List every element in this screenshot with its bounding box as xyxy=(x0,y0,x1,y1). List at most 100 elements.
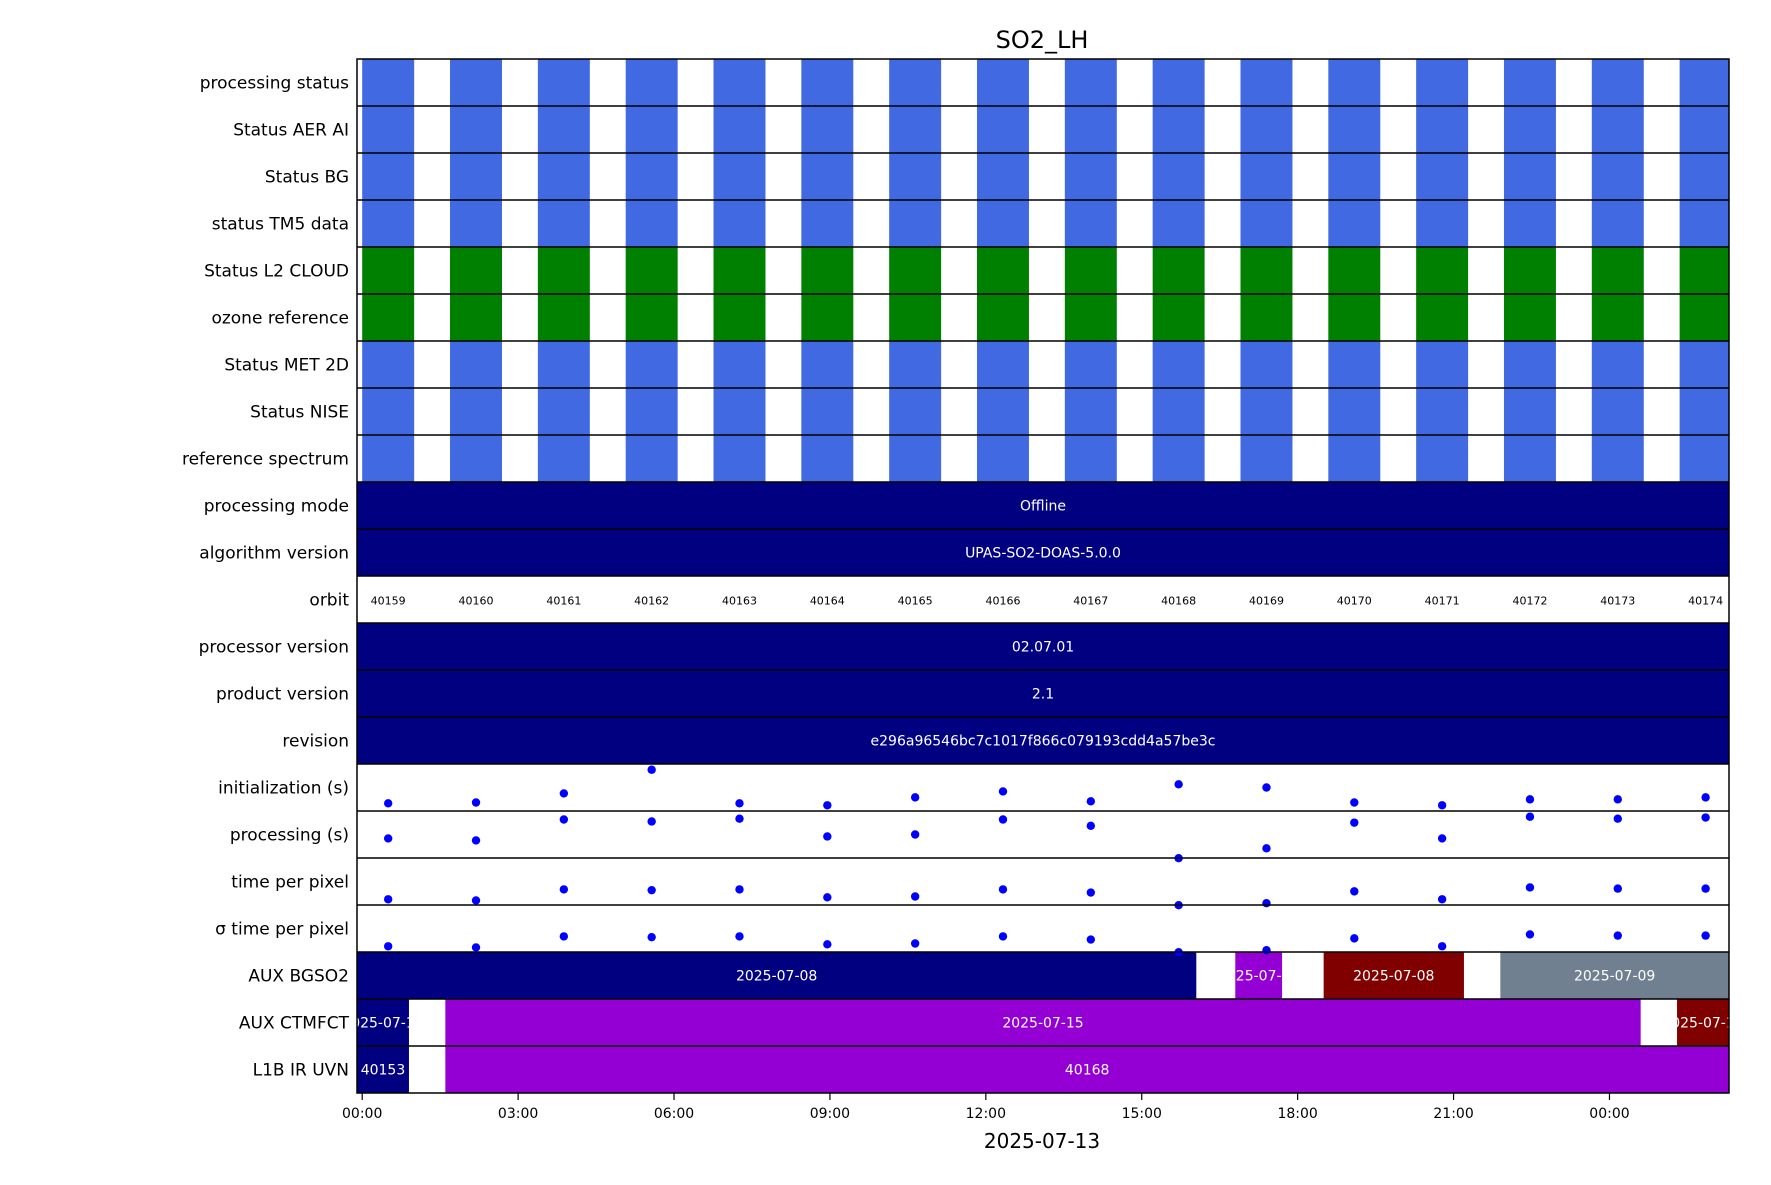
data-point xyxy=(1437,895,1447,904)
span-bar xyxy=(1500,952,1729,999)
row-label: time per pixel xyxy=(231,873,349,893)
orbit-status-bar xyxy=(801,341,854,388)
orbit-status-bar xyxy=(537,435,590,482)
span-label: 2025-07-08 xyxy=(1353,969,1434,985)
data-point xyxy=(1350,934,1359,943)
orbit-status-bar xyxy=(1416,341,1469,388)
orbit-status-bar xyxy=(537,153,590,200)
row-label: Status NISE xyxy=(250,403,349,423)
x-tick-label: 00:00 xyxy=(1589,1106,1629,1122)
orbit-status-bar xyxy=(1328,106,1381,153)
orbit-number: 40163 xyxy=(722,595,757,608)
orbit-status-bar xyxy=(1503,247,1556,294)
span-label: UPAS-SO2-DOAS-5.0.0 xyxy=(965,546,1121,562)
orbit-status-bar xyxy=(1503,435,1556,482)
row-label: revision xyxy=(282,732,349,752)
span-bar xyxy=(357,1046,409,1093)
data-point xyxy=(1350,798,1359,807)
orbit-status-bar xyxy=(1591,153,1644,200)
orbit-status-bar xyxy=(625,435,678,482)
data-point xyxy=(471,896,481,905)
data-point xyxy=(1350,887,1359,896)
orbit-status-bar xyxy=(1240,200,1293,247)
orbit-status-bar xyxy=(889,106,942,153)
data-point xyxy=(1701,884,1710,893)
data-point xyxy=(1086,797,1096,806)
span-label: e296a96546bc7c1017f866c079193cdd4a57be3c xyxy=(871,734,1216,750)
orbit-status-bar xyxy=(713,341,766,388)
orbit-status-bar xyxy=(1591,247,1644,294)
orbit-status-bar xyxy=(713,106,766,153)
orbit-status-bar xyxy=(1328,294,1381,341)
orbit-status-bar xyxy=(976,106,1029,153)
data-point xyxy=(910,830,920,839)
x-tick-label: 15:00 xyxy=(1122,1106,1162,1122)
orbit-status-bar xyxy=(1416,435,1469,482)
data-point xyxy=(735,932,744,941)
row-label: L1B IR UVN xyxy=(253,1061,349,1081)
orbit-status-bar xyxy=(1503,59,1556,106)
data-point xyxy=(998,885,1008,894)
orbit-status-bar xyxy=(801,388,854,435)
orbit-status-bar xyxy=(1328,59,1381,106)
data-point xyxy=(559,885,569,894)
orbit-status-bar xyxy=(1240,106,1293,153)
row-label: processor version xyxy=(199,638,349,658)
chart-title: SO2_LH xyxy=(996,26,1089,54)
data-point xyxy=(1086,935,1096,944)
data-point xyxy=(1525,883,1535,892)
orbit-status-bar xyxy=(450,247,502,294)
orbit-status-bar xyxy=(801,200,854,247)
orbit-status-bar xyxy=(1679,388,1729,435)
orbit-status-bar xyxy=(1328,247,1381,294)
data-point xyxy=(1701,793,1710,802)
x-tick-label: 12:00 xyxy=(966,1106,1006,1122)
orbit-status-bar xyxy=(1240,59,1293,106)
orbit-status-bar xyxy=(450,153,502,200)
orbit-status-bar xyxy=(1064,59,1117,106)
orbit-status-bar xyxy=(889,200,942,247)
orbit-number: 40172 xyxy=(1512,595,1547,608)
orbit-number: 40171 xyxy=(1425,595,1460,608)
row-label: reference spectrum xyxy=(182,450,349,470)
data-point xyxy=(998,787,1008,796)
orbit-status-bar xyxy=(1679,294,1729,341)
row-label: Status AER AI xyxy=(233,121,349,141)
orbit-status-bar xyxy=(713,153,766,200)
data-point xyxy=(1262,844,1271,853)
orbit-status-bar xyxy=(1064,106,1117,153)
span-bar xyxy=(445,999,1641,1046)
data-point xyxy=(471,798,481,807)
orbit-status-bar xyxy=(450,106,502,153)
orbit-status-bar xyxy=(1328,435,1381,482)
row-label: product version xyxy=(216,685,349,705)
orbit-status-bar xyxy=(976,435,1029,482)
span-bar xyxy=(357,952,1197,999)
orbit-status-bar xyxy=(1591,341,1644,388)
span-label: 40153 xyxy=(361,1063,406,1079)
data-point xyxy=(559,932,569,941)
orbit-number: 40167 xyxy=(1073,595,1108,608)
orbit-status-bar xyxy=(1416,388,1469,435)
x-axis-label: 2025-07-13 xyxy=(984,1129,1100,1153)
orbit-status-bar xyxy=(537,294,590,341)
orbit-status-bar xyxy=(801,106,854,153)
orbit-number: 40164 xyxy=(810,595,845,608)
orbit-status-bar xyxy=(537,200,590,247)
row-label: processing mode xyxy=(204,497,349,517)
orbit-status-bar xyxy=(801,153,854,200)
span-label: 2025-07-09 xyxy=(1574,969,1655,985)
orbit-status-bar xyxy=(450,341,502,388)
orbit-status-bar xyxy=(1328,153,1381,200)
span-bar xyxy=(445,1046,1729,1093)
row-label: AUX BGSO2 xyxy=(248,967,349,987)
data-point xyxy=(1262,946,1271,955)
data-point xyxy=(1086,888,1096,897)
orbit-status-bar xyxy=(976,200,1029,247)
orbit-status-bar xyxy=(362,153,415,200)
orbit-status-bar xyxy=(1240,153,1293,200)
orbit-status-bar xyxy=(362,435,415,482)
span-bar xyxy=(357,529,1729,576)
data-point xyxy=(910,793,920,802)
